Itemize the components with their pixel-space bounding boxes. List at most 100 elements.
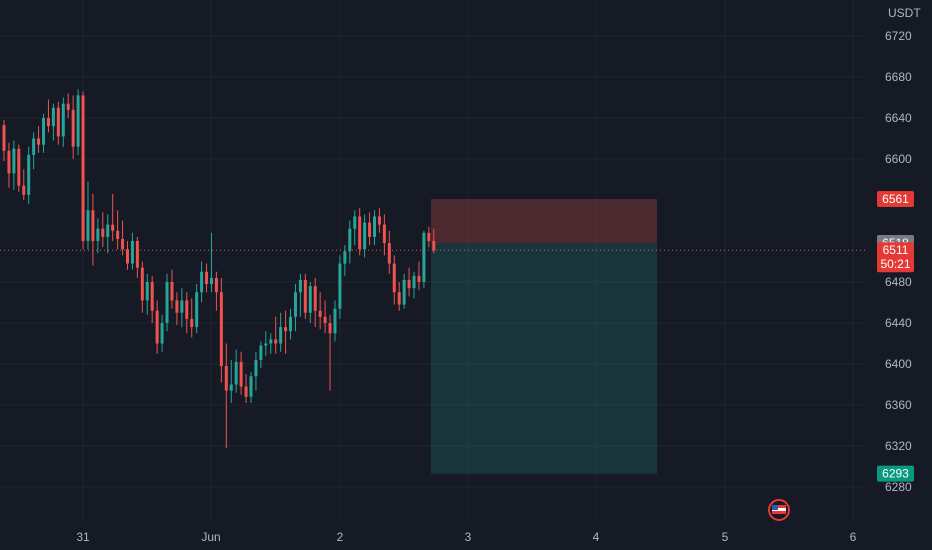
candle <box>165 273 169 332</box>
y-tick-label: 6400 <box>885 357 912 371</box>
candle <box>249 372 253 403</box>
candle <box>368 212 372 246</box>
price-axis[interactable]: USDT 6720 6680 6640 6600 6480 6440 6400 6360 632… <box>885 6 921 494</box>
candle-body <box>407 279 411 289</box>
y-tick-label: 6640 <box>885 111 912 125</box>
stop-loss-badge: 6561 <box>877 190 914 207</box>
candle-body <box>71 109 75 147</box>
candle-body <box>363 222 367 250</box>
candle <box>155 300 159 354</box>
target-badge: 6293 <box>877 465 914 482</box>
us-flag-icon[interactable] <box>768 499 790 521</box>
candle <box>264 331 268 356</box>
time-axis[interactable]: 31 Jun 2 3 4 5 6 <box>76 530 856 544</box>
candle <box>170 269 174 309</box>
candle-body <box>289 316 293 332</box>
take-profit-zone[interactable] <box>431 243 657 474</box>
candle-body <box>432 241 436 251</box>
candle-body <box>284 327 288 332</box>
y-tick-label: 6680 <box>885 70 912 84</box>
candle-body <box>353 216 357 229</box>
candle <box>289 308 293 340</box>
candle-body <box>318 310 322 317</box>
candle <box>91 193 95 266</box>
candle-body <box>239 361 243 387</box>
candle-body <box>200 271 204 293</box>
y-tick-label: 6720 <box>885 29 912 43</box>
candle <box>308 282 312 323</box>
candle <box>86 181 90 250</box>
candle <box>126 241 129 270</box>
candle <box>397 282 401 311</box>
candle <box>432 228 436 254</box>
candle-body <box>126 249 129 264</box>
candle-body <box>195 292 199 328</box>
x-tick-label: 6 <box>850 530 857 544</box>
candle-body <box>229 384 233 391</box>
candle <box>303 273 307 319</box>
candle-body <box>338 263 342 309</box>
candle-body <box>121 238 125 250</box>
candle <box>22 169 26 200</box>
candle <box>66 93 70 118</box>
candle <box>37 126 41 153</box>
candle-body <box>219 292 223 367</box>
candle-body <box>293 292 297 317</box>
candle-body <box>303 279 307 313</box>
stop-loss-badge-bg <box>877 190 914 207</box>
x-tick-label: 2 <box>337 530 344 544</box>
candle-body <box>298 279 302 293</box>
position-zones[interactable] <box>431 198 657 474</box>
candle <box>234 349 238 393</box>
candle <box>190 298 194 338</box>
candle-body <box>180 300 184 313</box>
candle-body <box>308 286 312 313</box>
candle-body <box>46 118 50 127</box>
current-price-badge-bg <box>877 242 914 273</box>
candle <box>46 99 50 133</box>
y-tick-label: 6600 <box>885 152 912 166</box>
candle <box>348 220 352 264</box>
candle <box>392 255 396 305</box>
stop-loss-badge-text: 6561 <box>882 192 909 206</box>
candle-body <box>111 224 115 231</box>
candle <box>284 310 288 354</box>
candle <box>51 103 55 141</box>
candle <box>373 210 376 246</box>
candle <box>422 230 426 289</box>
candle-body <box>427 232 431 241</box>
candle <box>2 120 6 162</box>
candle-body <box>22 185 26 195</box>
candle-body <box>333 308 337 334</box>
candle-body <box>61 103 65 137</box>
candle-body <box>76 95 80 147</box>
candle <box>412 271 416 299</box>
x-tick-label: 31 <box>76 530 90 544</box>
candle <box>160 314 164 352</box>
candle <box>205 263 209 293</box>
current-price-text: 6511 <box>883 243 909 257</box>
candle-body <box>254 359 258 377</box>
candle <box>27 146 31 205</box>
candle-body <box>343 251 347 264</box>
stop-loss-zone[interactable] <box>431 198 657 244</box>
candle-body <box>51 107 55 127</box>
candle-body <box>66 103 70 110</box>
y-tick-label: 6360 <box>885 398 912 412</box>
x-tick-label: 4 <box>593 530 600 544</box>
candle-body <box>368 222 372 237</box>
y-tick-label: 6320 <box>885 439 912 453</box>
candle <box>387 230 391 274</box>
x-tick-label: Jun <box>201 530 220 544</box>
candle-body <box>135 241 139 268</box>
us-flag-canton <box>772 505 778 510</box>
candle <box>145 273 149 315</box>
candle <box>269 333 273 354</box>
candle-body <box>244 386 248 397</box>
candle <box>130 232 134 270</box>
candle-body <box>377 216 381 225</box>
candle <box>313 277 317 328</box>
candle <box>101 212 105 248</box>
candle-body <box>392 263 396 293</box>
